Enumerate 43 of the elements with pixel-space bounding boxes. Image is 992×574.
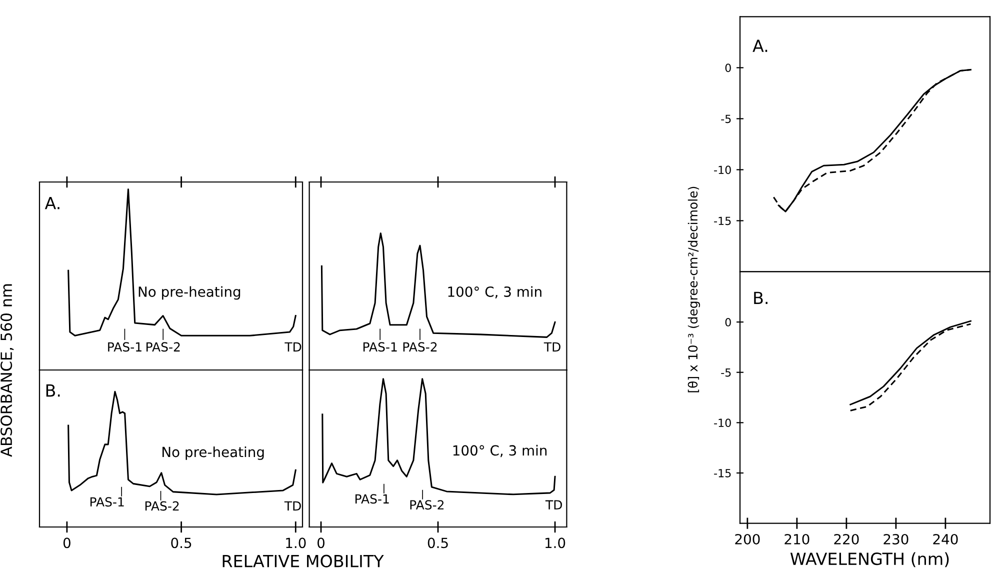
y-tick-label: -15 [714,216,731,226]
x-tick-label: 0.5 [171,538,192,548]
annotation: PAS-1 [90,497,124,507]
y-tick-label: -10 [714,166,731,174]
x-tick-label: 0.5 [428,538,448,548]
x-tick-label: 220 [834,534,859,544]
x-axis-title: RELATIVE MOBILITY [222,554,384,568]
annotation: No pre-heating [138,286,240,300]
annotation: No pre-heating [162,446,264,460]
annotation: B. [46,384,60,397]
annotation: A. [44,197,60,210]
x-tick-label: 1.0 [286,538,306,548]
y-tick-label: -5 [721,114,731,124]
x-tick-label: 0 [63,538,70,548]
y-tick-label: -15 [714,469,731,478]
x-tick-label: 200 [735,534,760,544]
x-tick-label: 0 [317,538,324,548]
annotation: TD [284,501,301,511]
annotation: PAS-1 [355,494,389,504]
annotation: B. [754,292,768,304]
annotation: PAS-2 [145,501,179,511]
annotation: 100° C, 3 min [448,286,542,298]
y-axis-title: [θ] x 10⁻³ (degree-cm²/decimole) [688,186,700,392]
y-tick-label: -10 [714,418,731,428]
y-tick-label: 0 [725,64,731,72]
x-tick-label: 230 [884,534,908,544]
annotation: PAS-2 [410,500,444,510]
annotation: PAS-2 [146,342,180,352]
annotation: TD [544,342,560,352]
x-axis-title: WAVELENGTH (nm) [790,552,949,568]
y-axis-title: ABSORBANCE, 560 nm [0,284,14,457]
annotation: TD [284,342,302,352]
annotation: PAS-1 [363,342,397,352]
annotation: PAS-2 [403,342,437,352]
x-tick-label: 210 [784,534,810,544]
y-tick-label: 0 [725,318,731,326]
annotation: A. [752,40,768,52]
x-tick-label: 240 [933,534,958,544]
y-tick-label: -5 [721,368,731,377]
annotation: PAS-1 [108,342,142,352]
annotation: 100° C, 3 min [453,444,547,458]
x-tick-label: 1.0 [545,538,566,548]
annotation: TD [545,500,562,510]
